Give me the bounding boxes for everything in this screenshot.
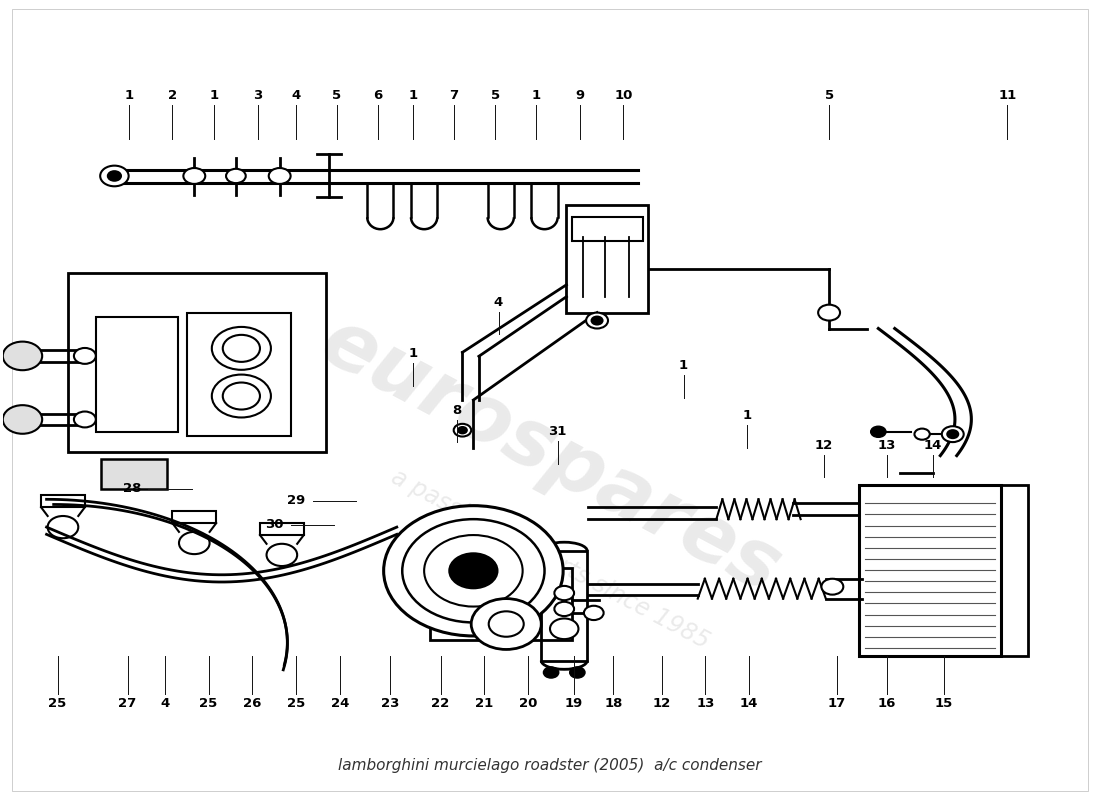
Circle shape [425,535,522,606]
Text: 25: 25 [199,697,218,710]
Text: 14: 14 [924,438,943,452]
Text: 26: 26 [243,697,262,710]
Circle shape [570,667,585,678]
Text: 27: 27 [119,697,136,710]
Bar [572,218,644,241]
Circle shape [543,667,559,678]
Circle shape [471,598,541,650]
Text: 5: 5 [825,90,834,102]
Text: 30: 30 [265,518,284,531]
Circle shape [914,429,929,440]
Text: 1: 1 [408,90,418,102]
Bar [1001,485,1028,656]
Text: 8: 8 [452,404,462,417]
Bar [173,511,217,523]
Text: 16: 16 [878,697,896,710]
Circle shape [554,586,574,600]
Text: lamborghini murcielago roadster (2005)  a/c condenser: lamborghini murcielago roadster (2005) a… [339,758,761,773]
Bar [541,551,587,661]
Text: 21: 21 [475,697,494,710]
Text: 28: 28 [123,482,141,495]
Text: 14: 14 [740,697,758,710]
Circle shape [74,411,96,427]
Bar [68,273,326,452]
Circle shape [223,382,260,410]
Circle shape [223,335,260,362]
Text: 25: 25 [48,697,67,710]
Text: 31: 31 [549,426,566,438]
Text: 1: 1 [124,90,133,102]
Bar [859,485,1001,656]
Circle shape [384,506,563,636]
Bar [101,458,167,489]
Bar [566,206,649,313]
Circle shape [822,578,844,594]
Circle shape [554,602,574,616]
Text: 4: 4 [292,90,300,102]
Text: 1: 1 [742,410,751,422]
Text: 3: 3 [253,90,263,102]
Circle shape [871,426,886,438]
Text: 1: 1 [679,359,689,372]
Text: 23: 23 [381,697,399,710]
Circle shape [550,618,579,639]
Circle shape [100,166,129,186]
Circle shape [108,171,121,181]
Bar [430,569,572,640]
Circle shape [453,424,471,437]
Text: 5: 5 [332,90,341,102]
Text: 4: 4 [161,697,169,710]
Text: 5: 5 [491,90,499,102]
Text: 2: 2 [168,90,177,102]
Circle shape [592,317,603,325]
Circle shape [458,427,466,434]
Text: 20: 20 [519,697,537,710]
Bar [187,313,290,436]
Circle shape [74,348,96,364]
Circle shape [3,405,42,434]
Circle shape [268,168,290,184]
Text: 6: 6 [374,90,383,102]
Circle shape [3,342,42,370]
Text: 25: 25 [287,697,305,710]
Text: 13: 13 [878,438,896,452]
Circle shape [942,426,964,442]
Circle shape [818,305,840,321]
Text: 22: 22 [431,697,450,710]
Bar [41,495,85,507]
Circle shape [586,313,608,329]
Text: 1: 1 [209,90,219,102]
Text: 24: 24 [331,697,349,710]
Text: 11: 11 [999,90,1016,102]
Text: 1: 1 [408,347,418,361]
Text: 18: 18 [604,697,623,710]
Text: 19: 19 [565,697,583,710]
Circle shape [488,611,524,637]
Text: 10: 10 [614,90,632,102]
Circle shape [184,168,206,184]
Circle shape [947,430,958,438]
Text: 15: 15 [935,697,953,710]
Circle shape [212,374,271,418]
Circle shape [584,606,604,620]
Circle shape [226,169,245,183]
Text: eurospares: eurospares [307,302,793,610]
Text: a passion for parts since 1985: a passion for parts since 1985 [387,465,713,654]
Text: 17: 17 [827,697,846,710]
Text: 4: 4 [494,296,503,309]
Text: 1: 1 [531,90,540,102]
Text: 12: 12 [814,438,833,452]
Text: 13: 13 [696,697,715,710]
Circle shape [403,519,544,622]
Bar [260,523,304,535]
Bar [96,317,178,432]
Text: 12: 12 [652,697,671,710]
Text: 29: 29 [287,494,305,507]
Text: 9: 9 [575,90,584,102]
Text: 7: 7 [449,90,459,102]
Circle shape [449,554,497,588]
Circle shape [212,327,271,370]
